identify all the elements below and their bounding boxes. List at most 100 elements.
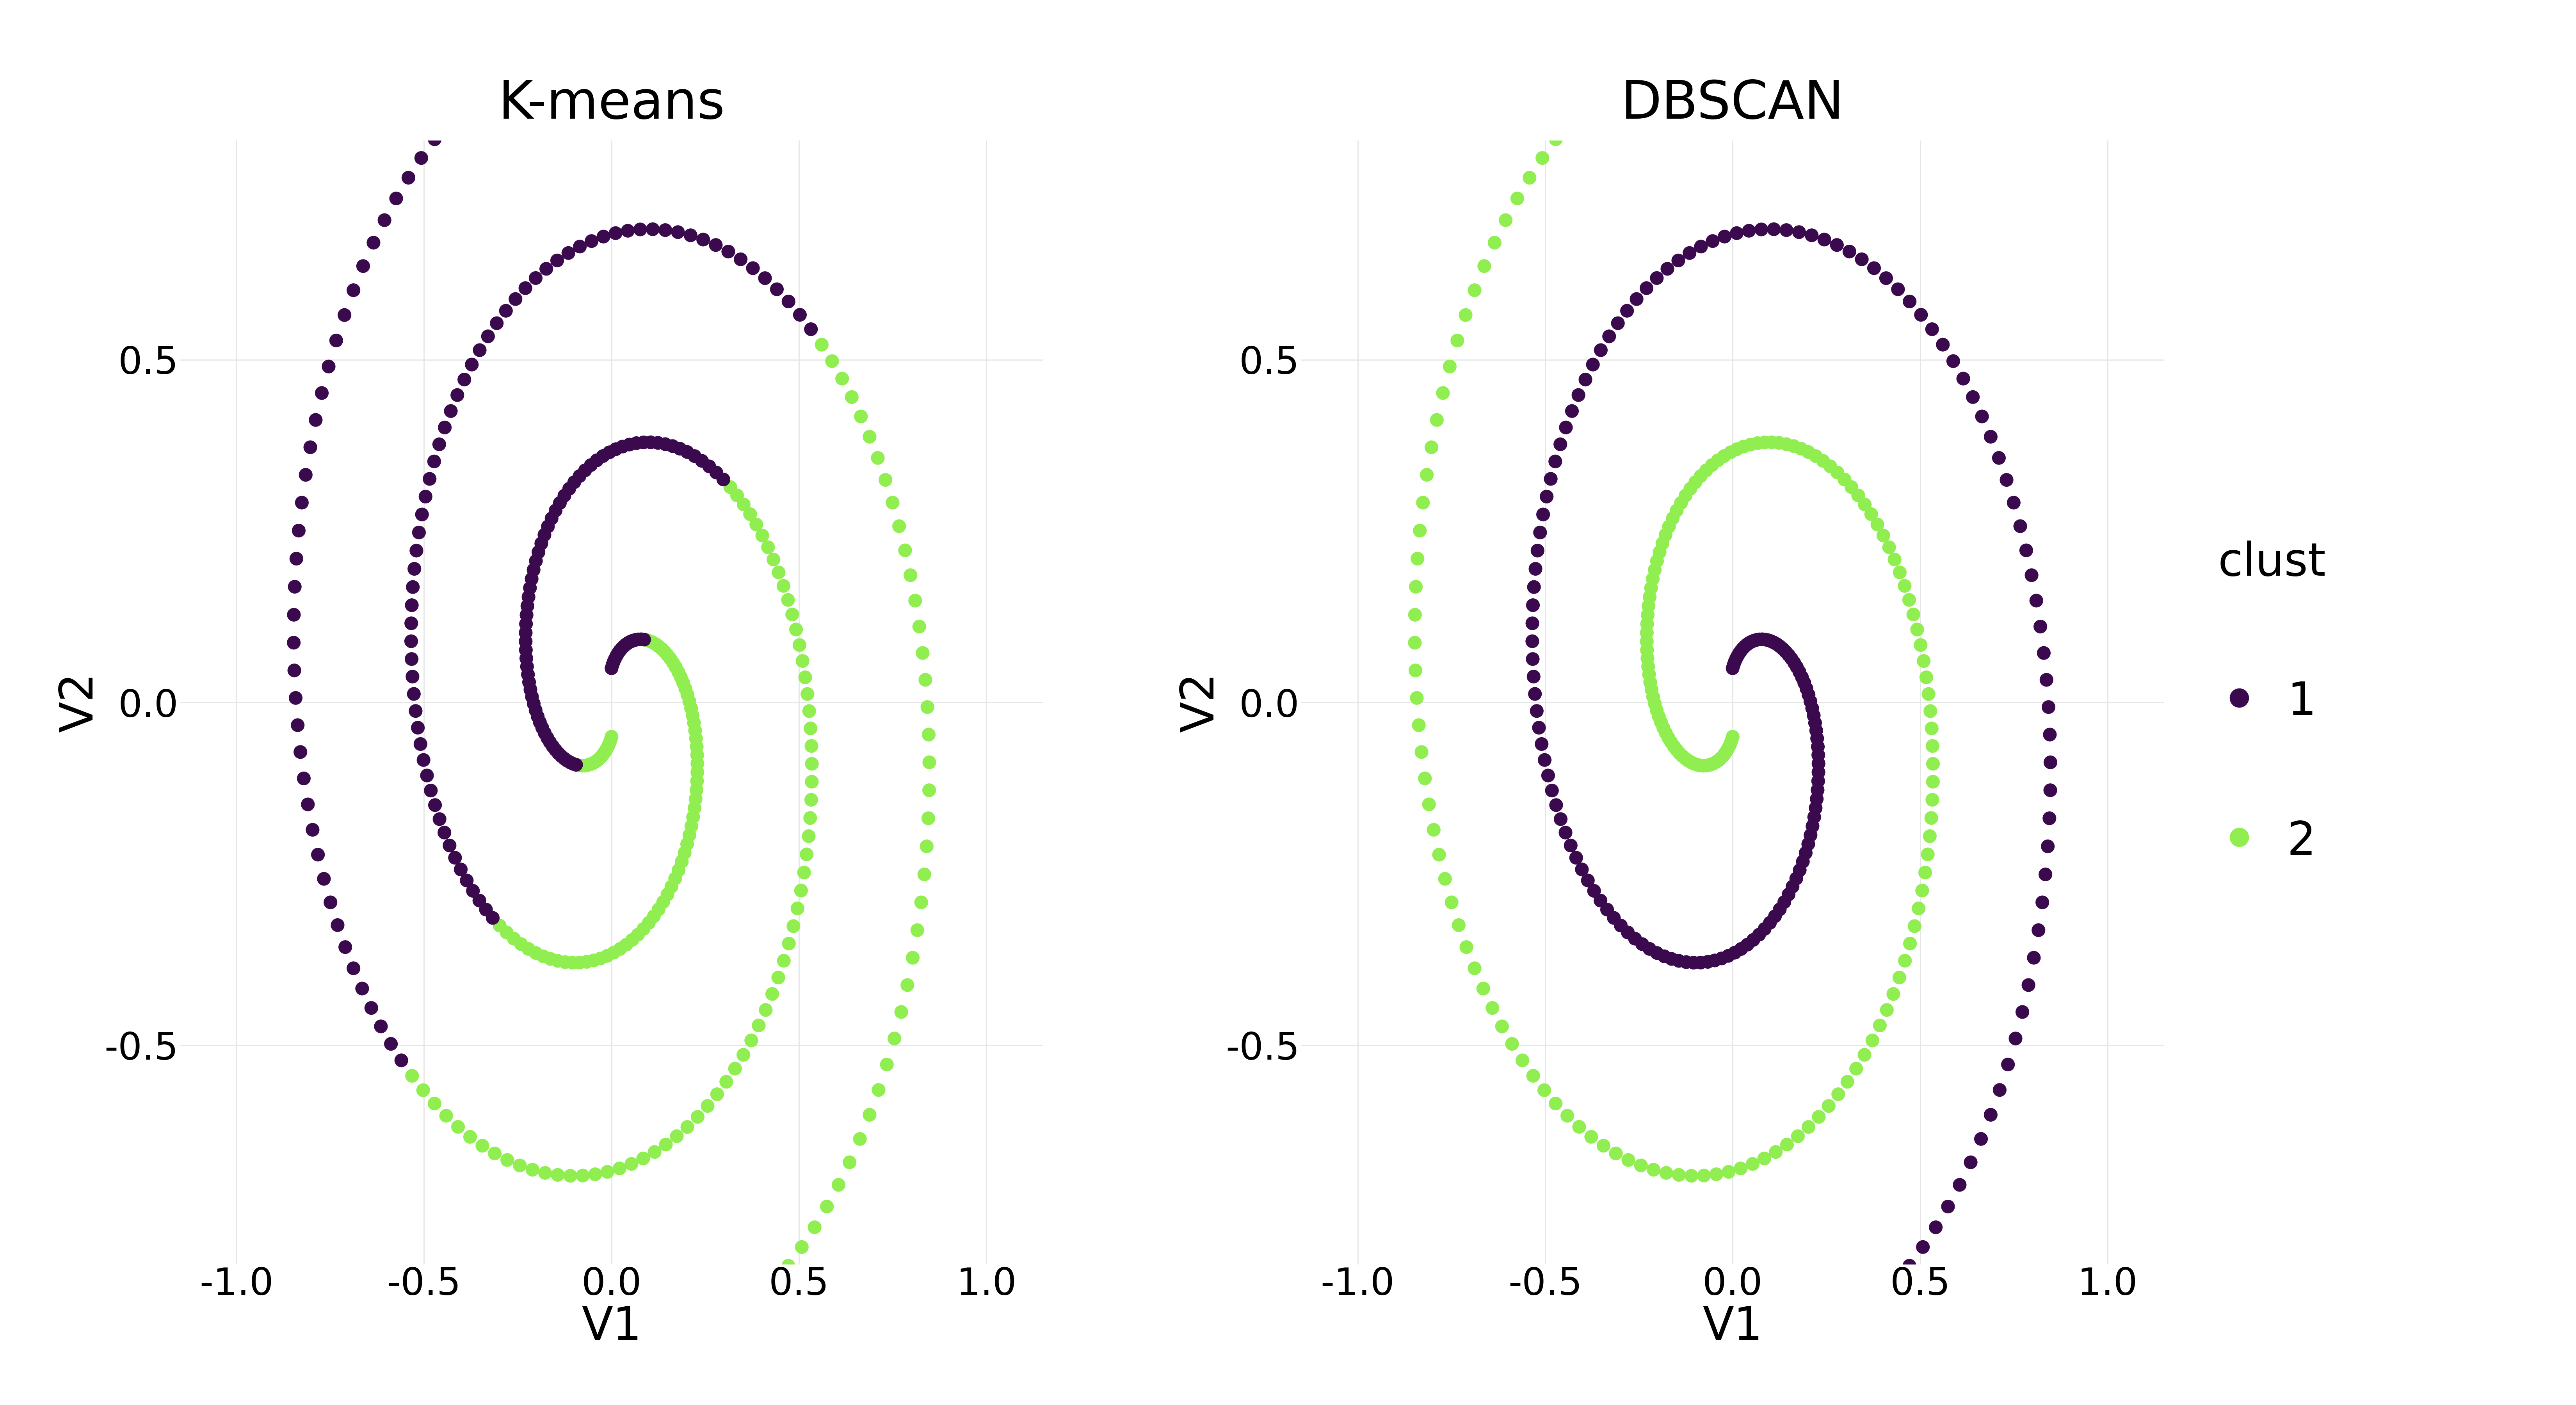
Y-axis label: V2: V2 — [57, 673, 103, 732]
Point — [652, 434, 693, 457]
Point — [1625, 621, 1667, 643]
Point — [273, 604, 314, 627]
Point — [1674, 471, 1716, 493]
Point — [595, 438, 636, 461]
Point — [273, 576, 314, 599]
Point — [1656, 499, 1698, 521]
Point — [1643, 31, 1685, 53]
Point — [1832, 476, 1873, 499]
Point — [577, 749, 618, 771]
Point — [677, 1342, 719, 1364]
Point — [538, 742, 580, 764]
Point — [1741, 628, 1783, 651]
Point — [1633, 568, 1674, 590]
Point — [559, 951, 600, 974]
Point — [1394, 659, 1435, 681]
Point — [1412, 436, 1453, 458]
Point — [1860, 1014, 1901, 1037]
Point — [1692, 454, 1734, 476]
Point — [1844, 1044, 1886, 1066]
Point — [381, 1050, 422, 1072]
Point — [1566, 870, 1607, 892]
Point — [1631, 672, 1672, 694]
Point — [1561, 858, 1602, 881]
Point — [1888, 1255, 1929, 1277]
Point — [2027, 695, 2069, 718]
Point — [659, 437, 701, 459]
Point — [1579, 339, 1620, 361]
Point — [1875, 1272, 1917, 1294]
Point — [608, 433, 649, 455]
Point — [2002, 1000, 2043, 1023]
Point — [546, 749, 587, 771]
Point — [536, 739, 577, 762]
Point — [1723, 635, 1765, 658]
Point — [896, 919, 938, 941]
Point — [590, 729, 631, 752]
Point — [453, 880, 495, 902]
Point — [623, 628, 665, 651]
Point — [1765, 219, 1806, 242]
Point — [907, 835, 948, 857]
X-axis label: V1: V1 — [1703, 1305, 1762, 1350]
Point — [840, 1128, 881, 1151]
Point — [1473, 232, 1515, 254]
Point — [574, 750, 616, 773]
Point — [513, 686, 554, 708]
Point — [1857, 513, 1899, 535]
Point — [850, 426, 891, 448]
Point — [1662, 492, 1703, 514]
Point — [443, 94, 484, 117]
Point — [1703, 445, 1744, 468]
Point — [1906, 843, 1947, 865]
Point — [634, 1141, 675, 1163]
Point — [1649, 726, 1690, 749]
Point — [595, 222, 636, 244]
Point — [1672, 1165, 1713, 1187]
Point — [569, 753, 611, 776]
Point — [608, 632, 649, 655]
Point — [778, 898, 819, 920]
Point — [397, 717, 438, 739]
Point — [639, 635, 680, 658]
Point — [1788, 684, 1829, 707]
Point — [309, 891, 350, 913]
Point — [1394, 631, 1435, 653]
Point — [1512, 648, 1553, 670]
Point — [654, 867, 696, 889]
Point — [1911, 753, 1953, 776]
Point — [556, 753, 598, 776]
Point — [1685, 754, 1726, 777]
Point — [1793, 815, 1834, 837]
Point — [590, 1377, 631, 1399]
Point — [1911, 788, 1953, 811]
Point — [505, 621, 546, 643]
Point — [325, 303, 366, 326]
Point — [582, 743, 623, 766]
Point — [343, 978, 384, 1000]
Point — [1484, 209, 1525, 232]
Point — [1726, 933, 1767, 955]
Point — [714, 1058, 755, 1080]
Point — [1747, 1367, 1788, 1390]
Point — [415, 128, 456, 150]
Point — [523, 524, 564, 547]
Point — [528, 731, 569, 753]
Point — [675, 778, 716, 801]
Point — [1453, 280, 1494, 302]
Point — [1425, 868, 1466, 891]
Point — [1759, 635, 1801, 658]
Point — [505, 613, 546, 635]
Point — [1790, 223, 1832, 246]
Point — [1788, 833, 1829, 856]
Point — [1548, 111, 1589, 133]
Point — [1422, 382, 1463, 405]
Point — [1419, 843, 1461, 865]
Point — [677, 1106, 719, 1128]
Point — [1654, 735, 1695, 757]
Point — [1911, 735, 1953, 757]
Point — [1564, 94, 1605, 117]
Point — [1610, 52, 1651, 74]
Point — [1646, 1162, 1687, 1184]
Point — [1728, 219, 1770, 242]
